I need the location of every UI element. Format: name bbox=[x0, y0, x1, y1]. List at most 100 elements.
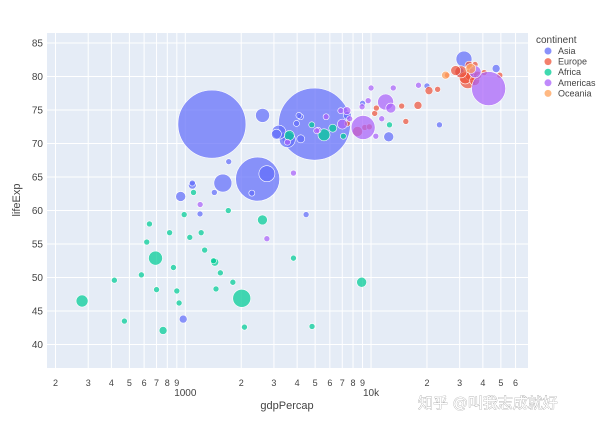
data-point-americas bbox=[263, 235, 271, 242]
data-point-africa bbox=[340, 132, 347, 140]
data-point-africa bbox=[158, 326, 168, 335]
data-point-africa bbox=[143, 238, 151, 246]
data-point-africa bbox=[212, 285, 220, 293]
x-tick-label-minor: 6 bbox=[513, 378, 518, 388]
x-tick-label-major: 1000 bbox=[174, 388, 197, 399]
data-point-americas bbox=[372, 132, 380, 140]
data-point-americas bbox=[284, 138, 291, 146]
data-point-africa bbox=[229, 278, 237, 286]
data-point-europe bbox=[413, 101, 423, 110]
data-point-africa bbox=[317, 128, 331, 142]
watermark: 知乎 @叫我志成就好 bbox=[418, 394, 558, 412]
x-tick-label-minor: 8 bbox=[351, 378, 356, 388]
data-point-americas bbox=[322, 113, 330, 121]
x-tick-label-minor: 6 bbox=[142, 378, 147, 388]
data-point-africa bbox=[290, 254, 297, 262]
data-point-africa bbox=[217, 269, 224, 277]
x-tick-label-minor: 4 bbox=[480, 378, 485, 388]
legend-marker-americas bbox=[544, 79, 552, 87]
x-tick-label-major: 10k bbox=[363, 388, 380, 399]
x-tick-label-minor: 5 bbox=[313, 378, 318, 388]
data-point-americas bbox=[346, 115, 353, 123]
x-tick-label-minor: 4 bbox=[295, 378, 300, 388]
y-tick-label: 40 bbox=[32, 340, 44, 351]
x-tick-label-minor: 5 bbox=[498, 378, 503, 388]
data-point-europe bbox=[402, 118, 410, 125]
data-point-europe bbox=[450, 65, 462, 76]
data-point-africa bbox=[197, 229, 205, 236]
data-point-europe bbox=[373, 104, 380, 112]
x-tick-label-minor: 3 bbox=[86, 378, 91, 388]
data-point-europe bbox=[398, 102, 405, 110]
data-point-asia bbox=[225, 158, 233, 165]
data-point-asia bbox=[213, 173, 233, 193]
x-tick-label-minor: 2 bbox=[53, 378, 58, 388]
data-point-asia bbox=[436, 121, 443, 129]
x-tick-label-minor: 2 bbox=[239, 378, 244, 388]
legend-marker-oceania bbox=[544, 89, 552, 97]
data-point-africa bbox=[146, 220, 153, 228]
data-point-asia bbox=[248, 189, 256, 197]
data-point-africa bbox=[356, 276, 367, 288]
data-point-americas bbox=[471, 71, 506, 106]
data-point-africa bbox=[148, 250, 163, 266]
data-point-africa bbox=[328, 123, 338, 133]
data-point-africa bbox=[166, 229, 173, 236]
y-tick-label: 50 bbox=[32, 273, 44, 284]
x-tick-label-minor: 9 bbox=[174, 378, 179, 388]
data-point-africa bbox=[308, 121, 316, 129]
data-point-asia bbox=[491, 64, 501, 73]
data-point-asia bbox=[177, 89, 247, 159]
legend-label-americas: Americas bbox=[558, 78, 596, 88]
data-point-oceania bbox=[465, 63, 477, 74]
data-point-europe bbox=[424, 86, 434, 95]
data-point-americas bbox=[415, 81, 422, 89]
legend-label-oceania: Oceania bbox=[558, 88, 592, 98]
y-tick-labels: 40 45 50 55 60 65 70 75 80 85 bbox=[32, 39, 44, 351]
data-point-americas bbox=[389, 84, 397, 92]
data-point-africa bbox=[201, 246, 208, 254]
x-tick-label-minor: 6 bbox=[327, 378, 332, 388]
legend-label-africa: Africa bbox=[558, 67, 581, 77]
legend-marker-europe bbox=[544, 58, 552, 66]
y-tick-label: 75 bbox=[32, 106, 44, 117]
x-tick-label-minor: 4 bbox=[109, 378, 114, 388]
legend-marker-asia bbox=[544, 47, 552, 55]
data-point-africa bbox=[121, 317, 128, 325]
data-point-americas bbox=[358, 103, 366, 110]
legend-label-europe: Europe bbox=[558, 57, 587, 67]
x-tick-label-minor: 8 bbox=[165, 378, 170, 388]
legend-marker-africa bbox=[544, 68, 552, 76]
y-tick-label: 85 bbox=[32, 39, 44, 50]
data-point-americas bbox=[385, 102, 397, 114]
data-point-africa bbox=[210, 257, 217, 265]
data-point-africa bbox=[308, 323, 316, 330]
y-tick-label: 65 bbox=[32, 173, 44, 184]
y-tick-label: 55 bbox=[32, 240, 44, 251]
x-tick-label-minor: 2 bbox=[424, 378, 429, 388]
data-point-africa bbox=[241, 323, 248, 331]
data-point-africa bbox=[190, 189, 197, 196]
legend-title: continent bbox=[536, 35, 577, 46]
data-point-africa bbox=[225, 207, 232, 214]
data-point-asia bbox=[296, 134, 306, 144]
data-point-americas bbox=[196, 201, 204, 208]
data-point-americas bbox=[367, 84, 375, 92]
data-point-africa bbox=[153, 286, 160, 293]
y-axis-title: lifeExp bbox=[11, 183, 23, 216]
data-point-asia bbox=[175, 191, 186, 202]
legend: continent AsiaEuropeAfricaAmericasOceani… bbox=[536, 35, 596, 98]
data-point-asia bbox=[271, 128, 282, 140]
x-tick-label-minor: 5 bbox=[127, 378, 132, 388]
data-point-americas bbox=[350, 115, 376, 140]
data-point-americas bbox=[313, 127, 320, 135]
y-tick-label: 45 bbox=[32, 307, 44, 318]
data-point-africa bbox=[257, 214, 268, 226]
data-point-americas bbox=[378, 115, 386, 123]
data-point-americas bbox=[290, 169, 297, 177]
x-tick-label-minor: 9 bbox=[360, 378, 365, 388]
data-point-africa bbox=[138, 271, 145, 279]
data-point-africa bbox=[170, 264, 177, 271]
